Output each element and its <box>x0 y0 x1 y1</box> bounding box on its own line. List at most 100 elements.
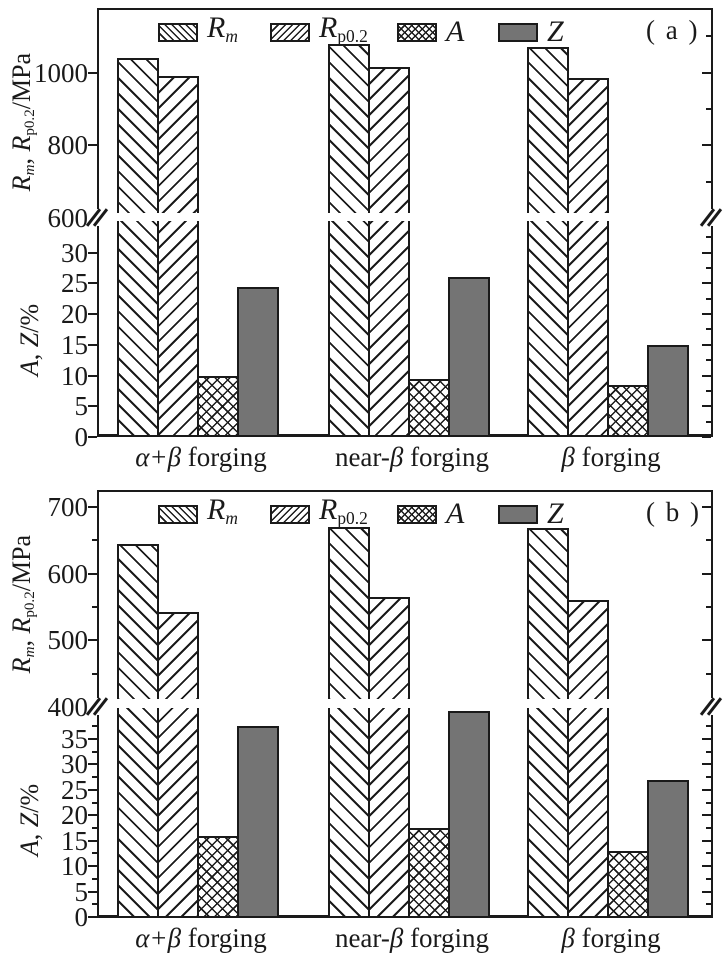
bar-a-group3 <box>607 384 649 437</box>
tick-mark <box>92 776 97 779</box>
text-run: A <box>15 360 44 377</box>
legend-swatch-rm-icon <box>158 22 198 42</box>
text-run: , <box>15 347 44 361</box>
text-run: /MPa <box>6 534 36 592</box>
legend-label-rp02: Rp0.2 <box>319 495 368 533</box>
bar-rp02-group3 <box>567 600 609 918</box>
tick-mark <box>88 788 97 791</box>
tick-label-15: 15 <box>61 825 88 856</box>
tick-mark <box>702 639 711 642</box>
legend-label-rm: Rm <box>207 13 238 51</box>
bar-a-group2 <box>408 378 450 437</box>
tick-mark <box>706 672 711 675</box>
text-run: R <box>6 657 36 674</box>
tick-label-500: 500 <box>47 625 89 656</box>
tick-mark <box>88 572 97 575</box>
tick-mark <box>706 903 711 906</box>
axis-break-icon <box>85 208 109 227</box>
tick-mark <box>706 605 711 608</box>
tick-mark <box>706 801 711 804</box>
bar-rp02-group2 <box>368 596 410 918</box>
tick-label-0: 0 <box>74 422 89 452</box>
tick-mark <box>702 436 711 438</box>
category-label-3: β forging <box>561 441 660 473</box>
text-run: p0.2 <box>22 109 39 136</box>
tick-mark <box>92 826 97 829</box>
tick-mark <box>88 916 97 918</box>
legend-label-rm: Rm <box>207 495 238 533</box>
bar-a-group3 <box>607 850 649 918</box>
tick-mark <box>92 852 97 855</box>
text-run: forging <box>403 442 490 472</box>
text-run: β <box>561 923 575 953</box>
bar-rp02-group1 <box>157 612 199 918</box>
tick-label-400: 400 <box>47 692 89 722</box>
tick-mark <box>706 236 711 239</box>
text-run: near- <box>334 442 390 472</box>
tick-mark <box>88 814 97 817</box>
tick-mark <box>88 737 97 740</box>
tick-mark <box>92 672 97 675</box>
text-run: Z <box>15 812 44 828</box>
text-run: forging <box>181 442 267 472</box>
text-run: , <box>6 633 36 647</box>
bar-a-group2 <box>408 828 450 918</box>
tick-mark <box>88 505 97 508</box>
tick-label-5: 5 <box>74 391 89 422</box>
tick-mark <box>88 890 97 893</box>
text-run: Z <box>15 332 44 348</box>
category-label-3: β forging <box>561 922 660 954</box>
bar-rm-group1 <box>117 58 159 437</box>
tick-mark <box>702 505 711 508</box>
tick-mark <box>706 420 711 423</box>
tick-mark <box>706 108 711 110</box>
tick-label-25: 25 <box>61 774 88 805</box>
tick-label-10: 10 <box>61 360 88 391</box>
text-run: β <box>389 923 404 953</box>
text-run: m <box>225 507 238 528</box>
legend-label-a: A <box>446 17 464 47</box>
legend-swatch-z-icon <box>498 22 538 42</box>
bar-z-group3 <box>647 344 689 437</box>
tick-label-20: 20 <box>61 800 88 831</box>
tick-mark <box>92 725 97 728</box>
tick-label-700: 700 <box>47 491 89 522</box>
text-run: Z <box>547 15 564 48</box>
tick-mark <box>702 343 711 346</box>
text-run: m <box>225 25 238 46</box>
text-run: α+β <box>135 923 182 953</box>
category-label-1: α+β forging <box>135 922 267 954</box>
text-run: p0.2 <box>337 25 368 46</box>
tick-label-20: 20 <box>61 299 88 330</box>
legend-swatch-rp02-icon <box>270 22 310 42</box>
legend-label-a: A <box>446 499 464 529</box>
tick-mark <box>706 776 711 779</box>
legend-label-z: Z <box>547 499 564 529</box>
tick-mark <box>706 389 711 392</box>
bar-rm-group3 <box>527 528 569 918</box>
text-run: p0.2 <box>337 507 368 528</box>
tick-label-600: 600 <box>47 203 89 233</box>
y-axis-label-upper: Rm, Rp0.2/MPa <box>6 474 44 734</box>
tick-mark <box>706 180 711 183</box>
tick-mark <box>88 639 97 642</box>
tick-mark <box>706 359 711 362</box>
tick-mark <box>92 605 97 608</box>
bar-rm-group2 <box>328 43 370 437</box>
text-run: near- <box>334 923 390 953</box>
bar-z-group1 <box>237 726 279 918</box>
text-run: forging <box>574 923 661 953</box>
bar-rm-group1 <box>117 543 159 918</box>
axis-break-band <box>99 213 711 221</box>
tick-mark <box>706 297 711 300</box>
tick-mark <box>706 877 711 880</box>
legend-swatch-rp02-icon <box>270 504 310 524</box>
category-label-1: α+β forging <box>135 441 267 473</box>
bar-rp02-group3 <box>567 78 609 437</box>
text-run: forging <box>181 923 267 953</box>
tick-mark <box>88 144 97 147</box>
tick-mark <box>88 436 97 438</box>
text-run: m <box>22 164 39 176</box>
tick-mark <box>92 539 97 542</box>
tick-mark <box>88 251 97 254</box>
